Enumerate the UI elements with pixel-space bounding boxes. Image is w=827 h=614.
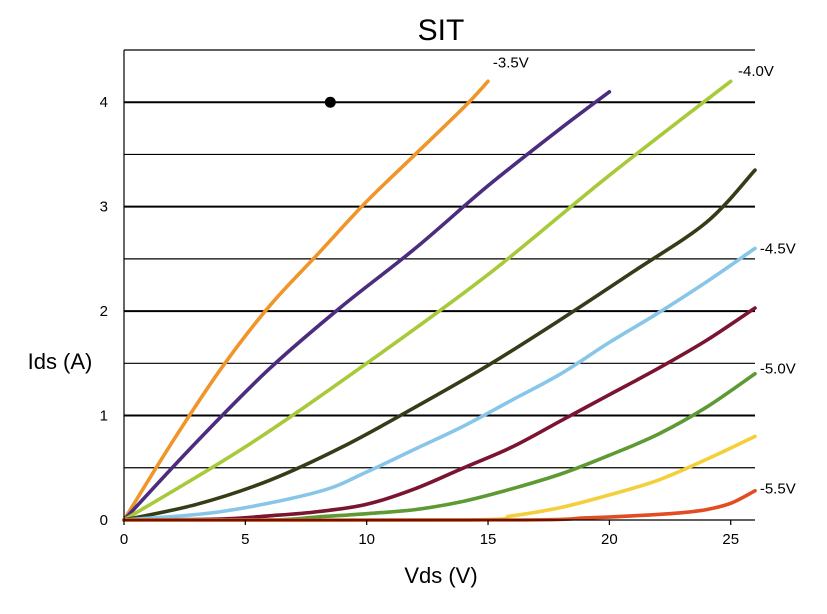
- x-tick-label: 25: [722, 531, 739, 548]
- series-line-6: [122, 306, 757, 522]
- series-line-4: [122, 168, 757, 522]
- y-tick-label: 2: [100, 303, 108, 320]
- y-tick-label: 1: [100, 408, 108, 425]
- axes: [123, 50, 755, 521]
- x-tick-label: 20: [601, 531, 618, 548]
- data-point-marker: [324, 96, 336, 108]
- series-line-3: [122, 79, 733, 522]
- x-tick-label: 5: [241, 531, 249, 548]
- y-tick-label: 4: [100, 94, 108, 111]
- x-axis-label: Vds (V): [404, 563, 477, 588]
- series-lines: [122, 79, 757, 523]
- annotation-label: -5.5V: [760, 481, 796, 498]
- y-axis-label: Ids (A): [28, 349, 93, 374]
- series-line-2: [122, 90, 612, 522]
- series-line-5: [122, 246, 757, 522]
- y-tick-label: 0: [100, 512, 108, 529]
- x-tick-label: 0: [120, 531, 128, 548]
- tick-labels: 0 5 10 15 20 25 0 1 2 3 4: [100, 94, 739, 548]
- x-tick-label: 15: [480, 531, 497, 548]
- series-line-1: [122, 79, 490, 522]
- y-tick-label: 3: [100, 199, 108, 216]
- marker-point: [324, 96, 336, 108]
- chart-title: SIT: [418, 14, 465, 47]
- x-tick-label: 10: [358, 531, 375, 548]
- annotations: -3.5V -4.0V -4.5V -5.0V -5.5V: [493, 55, 796, 498]
- annotation-label: -3.5V: [493, 55, 529, 72]
- annotation-label: -4.0V: [738, 63, 774, 80]
- annotation-label: -5.0V: [760, 361, 796, 378]
- annotation-label: -4.5V: [760, 240, 796, 257]
- gridlines: [124, 49, 755, 469]
